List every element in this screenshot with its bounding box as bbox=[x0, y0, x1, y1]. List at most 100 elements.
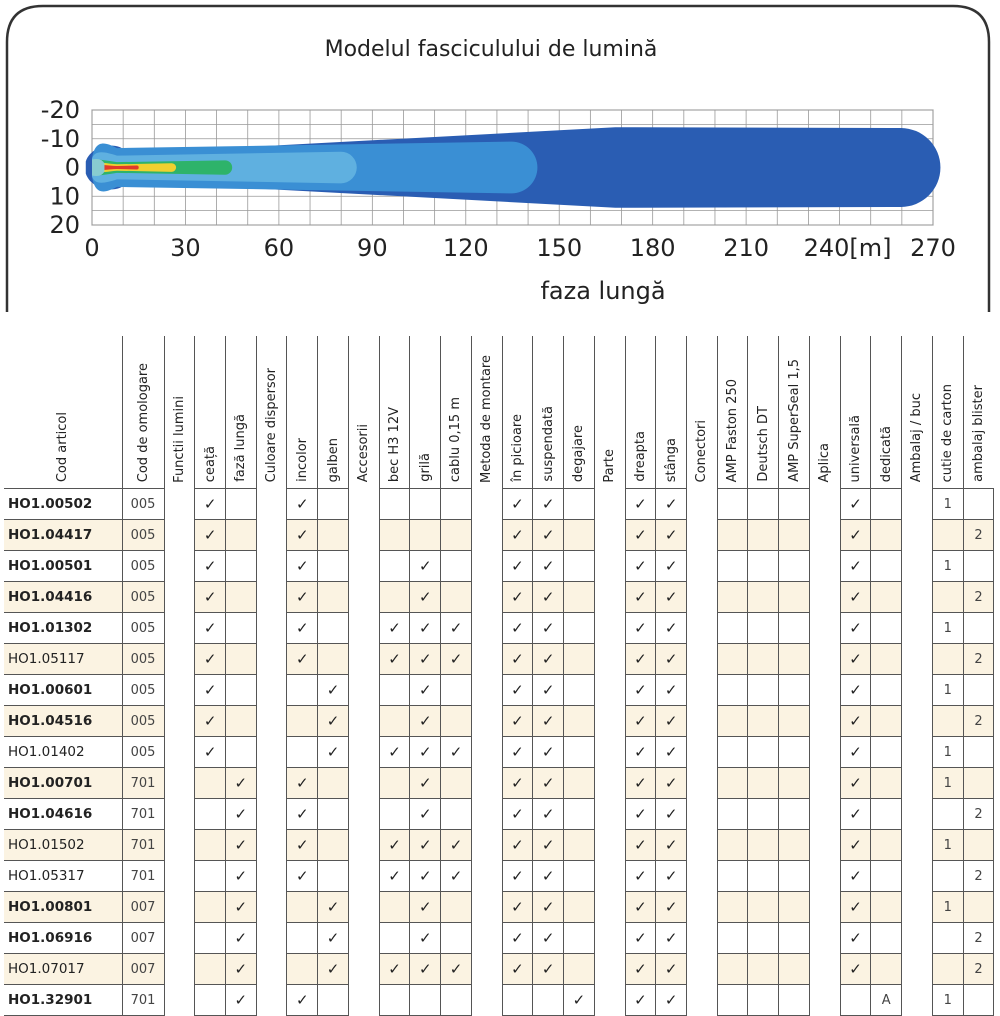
table-cell bbox=[224, 519, 257, 551]
group-spacer bbox=[470, 674, 503, 706]
table-cell bbox=[440, 581, 472, 613]
article-code: HO1.32901 bbox=[4, 984, 123, 1016]
group-spacer bbox=[347, 612, 380, 644]
table-cell bbox=[440, 488, 472, 520]
group-spacer bbox=[593, 798, 626, 830]
homologation-code: 005 bbox=[121, 705, 165, 737]
article-code: HO1.00501 bbox=[4, 550, 123, 582]
table-cell bbox=[778, 705, 810, 737]
group-spacer bbox=[470, 984, 503, 1016]
check-mark: ✓ bbox=[655, 705, 687, 737]
check-mark: ✓ bbox=[409, 922, 442, 954]
check-mark: ✓ bbox=[286, 581, 319, 613]
table-cell bbox=[747, 519, 780, 551]
table-cell bbox=[317, 984, 349, 1016]
group-spacer bbox=[685, 705, 718, 737]
y-tick-label: 10 bbox=[49, 182, 80, 210]
table-row: HO1.04416 005 ✓ ✓ ✓ ✓ ✓ ✓ ✓ ✓ 2 bbox=[4, 581, 995, 613]
homologation-code: 701 bbox=[121, 767, 165, 799]
homologation-code: 005 bbox=[121, 550, 165, 582]
group-spacer bbox=[347, 953, 380, 985]
table-cell bbox=[378, 581, 411, 613]
table-row: HO1.01402 005 ✓ ✓ ✓ ✓ ✓ ✓ ✓ ✓ ✓ ✓ 1 bbox=[4, 736, 995, 768]
check-mark: ✓ bbox=[839, 705, 872, 737]
check-mark: ✓ bbox=[317, 922, 349, 954]
group-spacer bbox=[470, 798, 503, 830]
table-cell bbox=[224, 643, 257, 675]
table-cell: 1 bbox=[931, 984, 964, 1016]
column-header-label: galben bbox=[325, 437, 341, 482]
table-cell bbox=[962, 767, 995, 799]
table-cell bbox=[778, 798, 810, 830]
group-spacer bbox=[163, 767, 196, 799]
check-mark: ✓ bbox=[655, 581, 687, 613]
group-spacer bbox=[255, 736, 288, 768]
table-cell bbox=[716, 860, 749, 892]
table-cell bbox=[870, 581, 903, 613]
table-cell bbox=[440, 891, 472, 923]
group-spacer bbox=[593, 860, 626, 892]
table-cell bbox=[716, 705, 749, 737]
group-spacer bbox=[593, 674, 626, 706]
check-mark: ✓ bbox=[224, 984, 257, 1016]
check-mark: ✓ bbox=[532, 705, 565, 737]
check-mark: ✓ bbox=[224, 922, 257, 954]
table-row: HO1.07017 007 ✓ ✓ ✓ ✓ ✓ ✓ ✓ ✓ ✓ ✓ 2 bbox=[4, 953, 995, 985]
column-header-label: ceață bbox=[202, 445, 218, 482]
article-code: HO1.06916 bbox=[4, 922, 123, 954]
table-cell bbox=[563, 922, 595, 954]
group-spacer bbox=[901, 798, 933, 830]
check-mark: ✓ bbox=[224, 829, 257, 861]
table-cell bbox=[716, 829, 749, 861]
column-header-label: stânga bbox=[663, 437, 679, 482]
check-mark: ✓ bbox=[409, 705, 442, 737]
table-cell bbox=[532, 984, 565, 1016]
check-mark: ✓ bbox=[532, 643, 565, 675]
table-cell bbox=[317, 581, 349, 613]
y-tick-label: 0 bbox=[65, 154, 80, 182]
table-cell bbox=[563, 891, 595, 923]
table-cell bbox=[563, 674, 595, 706]
table-cell bbox=[962, 984, 995, 1016]
table-cell bbox=[778, 612, 810, 644]
group-spacer bbox=[685, 767, 718, 799]
column-header-label: ambalaj blister bbox=[971, 385, 987, 482]
group-spacer bbox=[808, 674, 841, 706]
table-cell bbox=[563, 550, 595, 582]
table-cell bbox=[194, 829, 226, 861]
y-tick-label: 20 bbox=[49, 211, 80, 239]
check-mark: ✓ bbox=[286, 829, 319, 861]
table-cell bbox=[194, 767, 226, 799]
group-spacer bbox=[808, 612, 841, 644]
homologation-code: 005 bbox=[121, 581, 165, 613]
table-cell bbox=[563, 612, 595, 644]
check-mark: ✓ bbox=[563, 984, 595, 1016]
check-mark: ✓ bbox=[409, 860, 442, 892]
group-spacer bbox=[901, 705, 933, 737]
column-header-label: Aplica bbox=[817, 443, 833, 483]
table-cell bbox=[716, 488, 749, 520]
group-spacer bbox=[163, 798, 196, 830]
group-spacer bbox=[593, 736, 626, 768]
group-spacer bbox=[593, 767, 626, 799]
column-header: Culoare dispersor bbox=[255, 336, 287, 489]
table-cell bbox=[870, 736, 903, 768]
check-mark: ✓ bbox=[655, 767, 687, 799]
check-mark: ✓ bbox=[286, 798, 319, 830]
table-cell bbox=[747, 860, 780, 892]
table-cell: 1 bbox=[931, 488, 964, 520]
table-cell bbox=[839, 984, 872, 1016]
check-mark: ✓ bbox=[501, 705, 534, 737]
column-header: ambalaj blister bbox=[962, 336, 994, 489]
check-mark: ✓ bbox=[409, 891, 442, 923]
group-spacer bbox=[255, 705, 288, 737]
group-spacer bbox=[901, 922, 933, 954]
group-spacer bbox=[347, 891, 380, 923]
check-mark: ✓ bbox=[532, 922, 565, 954]
check-mark: ✓ bbox=[839, 643, 872, 675]
column-header: incolor bbox=[286, 336, 318, 489]
table-cell bbox=[778, 860, 810, 892]
column-header: universală bbox=[839, 336, 871, 489]
table-cell bbox=[747, 643, 780, 675]
